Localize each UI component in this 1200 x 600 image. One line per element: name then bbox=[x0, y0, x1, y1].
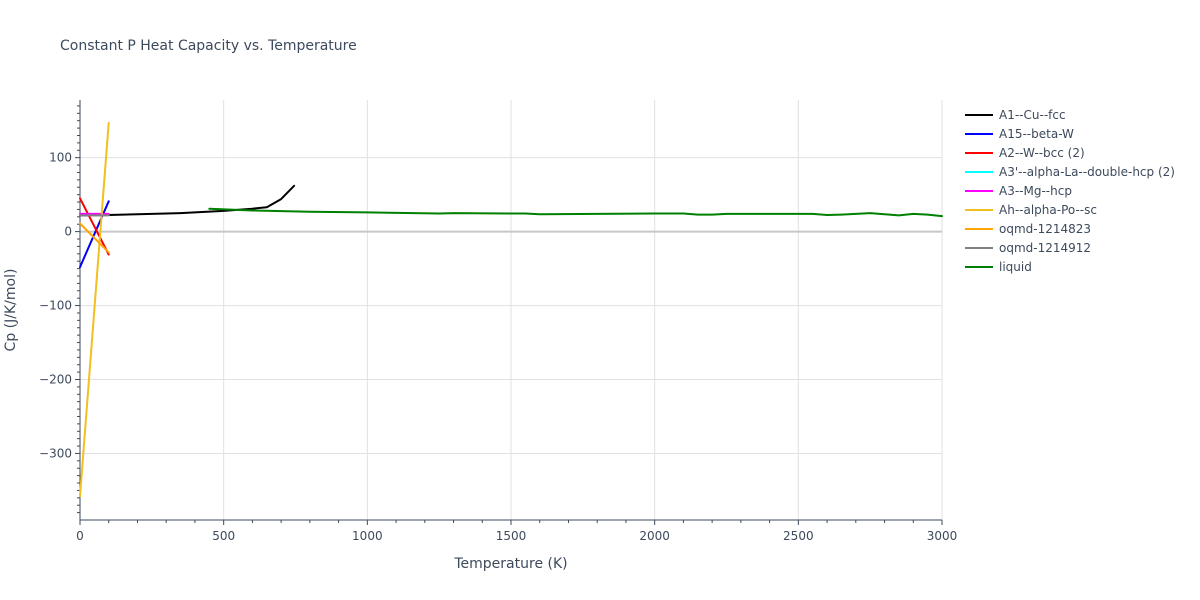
legend-label-oqmd-1214823: oqmd-1214823 bbox=[999, 222, 1091, 236]
x-tick-label: 2500 bbox=[783, 529, 814, 543]
legend-label-a15-beta-w: A15--beta-W bbox=[999, 127, 1074, 141]
y-tick-label: 100 bbox=[49, 151, 72, 165]
x-tick-label: 0 bbox=[76, 529, 84, 543]
series-line-a2-w-bcc-2 bbox=[79, 197, 110, 256]
x-axis-title: Temperature (K) bbox=[453, 556, 567, 572]
series-layer bbox=[79, 121, 943, 498]
legend-label-a2-w-bcc-2: A2--W--bcc (2) bbox=[999, 146, 1085, 160]
y-tick-label: −100 bbox=[39, 299, 72, 313]
x-tick-label: 1500 bbox=[496, 529, 527, 543]
x-tick-label: 1000 bbox=[352, 529, 383, 543]
legend-label-liquid: liquid bbox=[999, 260, 1032, 274]
chart-title: Constant P Heat Capacity vs. Temperature bbox=[60, 38, 357, 54]
series-line-liquid bbox=[208, 207, 943, 218]
legend: A1--Cu--fcc A15--beta-W A2--W--bcc (2) A3'-… bbox=[965, 108, 1175, 274]
series-line-oqmd-1214823 bbox=[79, 222, 110, 254]
series-line-a1-cu-fcc bbox=[79, 184, 296, 217]
x-tick-label: 500 bbox=[212, 529, 235, 543]
y-axis-title: Cp (J/K/mol) bbox=[3, 269, 19, 352]
x-tick-label: 2000 bbox=[639, 529, 670, 543]
legend-label-a1-cu-fcc: A1--Cu--fcc bbox=[999, 108, 1066, 122]
y-tick-label: −200 bbox=[39, 373, 72, 387]
series-line-a15-beta-w bbox=[79, 200, 110, 269]
legend-label-ah-alpha-po-sc: Ah--alpha-Po--sc bbox=[999, 203, 1097, 217]
grid-layer bbox=[80, 100, 943, 520]
y-tick-label: −300 bbox=[39, 446, 72, 460]
legend-label-a3-mg-hcp: A3--Mg--hcp bbox=[999, 184, 1072, 198]
x-tick-label: 3000 bbox=[927, 529, 958, 543]
legend-label-a3-alpha-la-double-hcp-2: A3'--alpha-La--double-hcp (2) bbox=[999, 165, 1175, 179]
legend-label-oqmd-1214912: oqmd-1214912 bbox=[999, 241, 1091, 255]
series-line-ah-alpha-po-sc bbox=[79, 121, 110, 498]
y-tick-label: 0 bbox=[64, 225, 72, 239]
